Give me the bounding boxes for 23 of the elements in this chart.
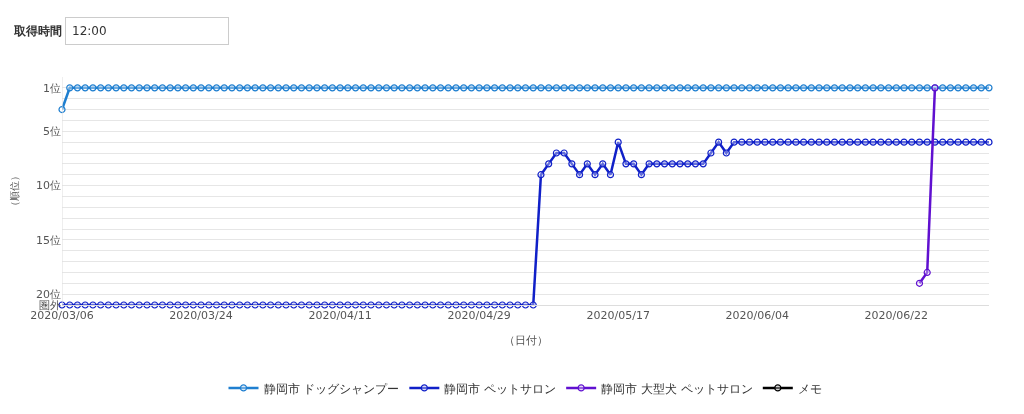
legend-label: 静岡市 ドッグシャンプー [263, 381, 400, 396]
x-tick-label: 2020/06/22 [864, 309, 928, 323]
y-tick-label: 20位 [36, 287, 61, 301]
x-axis-title: （日付） [503, 334, 548, 348]
point [923, 268, 931, 277]
y-tick-label: 15位 [36, 233, 61, 247]
point [915, 279, 924, 287]
x-tick-label: 2020/04/29 [447, 309, 511, 323]
y-axis-title: （順位） [9, 171, 20, 211]
legend-label: 静岡市 大型犬 ペットサロン [601, 381, 753, 396]
text: 12:00 [72, 24, 107, 38]
y-tick-label: 圏外 [39, 298, 61, 312]
x-tick-label: 2020/04/11 [308, 309, 372, 323]
legend-label: メモ [797, 381, 822, 396]
x-tick-label: 2020/03/24 [169, 309, 233, 323]
x-tick-label: 2020/05/17 [586, 309, 650, 323]
y-tick-label: 1位 [43, 81, 61, 95]
y-tick-label: 10位 [36, 179, 61, 193]
x-tick-label: 2020/03/06 [30, 309, 94, 323]
y-tick-label: 5位 [43, 125, 61, 139]
text: 取得時間 [13, 24, 62, 38]
x-tick-label: 2020/06/04 [725, 309, 789, 323]
legend-label: 静岡市 ペットサロン [444, 381, 557, 396]
